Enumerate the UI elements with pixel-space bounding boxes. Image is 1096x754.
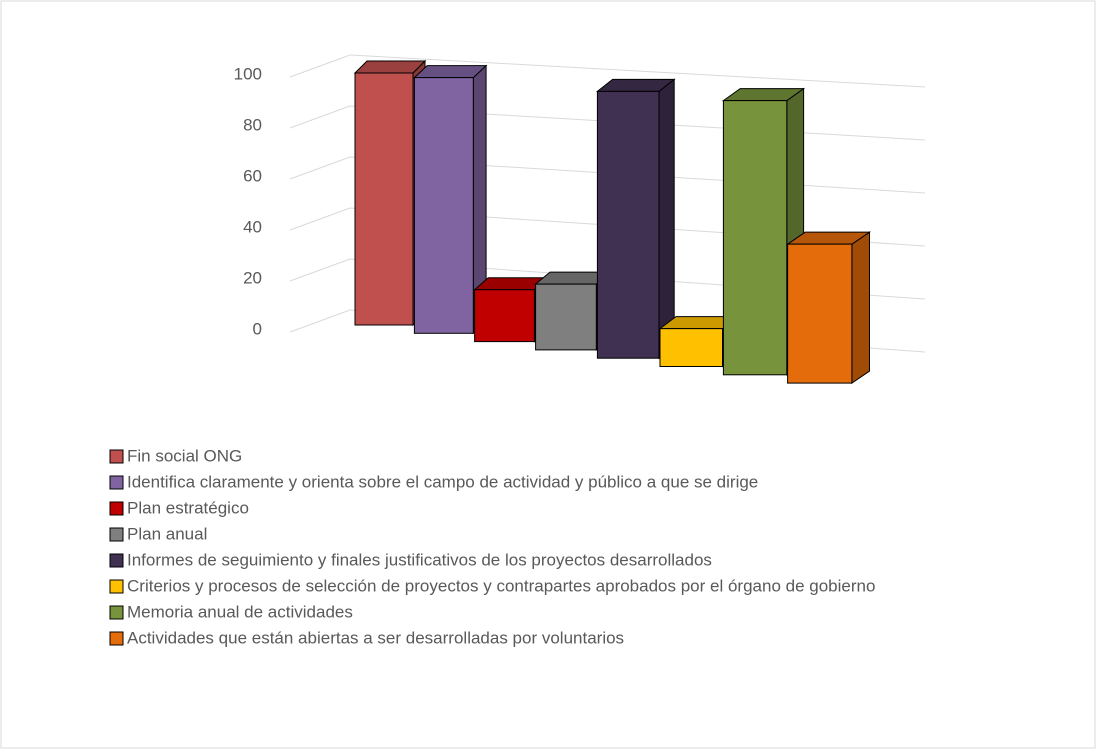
bar-side (658, 78, 675, 360)
legend-label: Plan anual (127, 524, 207, 543)
y-tick-label: 0 (253, 319, 262, 338)
legend-label: Plan estratégico (127, 498, 249, 517)
bar (722, 100, 788, 376)
legend-swatch (109, 501, 124, 516)
bar (535, 283, 597, 351)
legend-label: Criterios y procesos de selección de pro… (127, 576, 875, 595)
legend-swatch (109, 449, 124, 464)
legend-label: Fin social ONG (127, 446, 242, 465)
y-tick-label: 20 (243, 268, 262, 287)
legend-swatch (109, 631, 124, 646)
bar (659, 328, 723, 368)
y-tick-label: 80 (243, 115, 262, 134)
legend-swatch (109, 475, 124, 490)
y-tick-label: 60 (243, 166, 262, 185)
legend-label: Memoria anual de actividades (127, 602, 353, 621)
grid-line (289, 54, 926, 88)
legend-label: Identifica claramente y orienta sobre el… (127, 472, 758, 491)
bar-side (851, 231, 870, 385)
legend-swatch (109, 605, 124, 620)
y-tick-label: 100 (234, 64, 262, 83)
bar-top (353, 60, 427, 74)
y-tick-label: 40 (243, 217, 262, 236)
bar (596, 90, 660, 359)
legend-swatch (109, 527, 124, 542)
bar (413, 77, 474, 334)
bar (787, 243, 853, 384)
legend-label: Actividades que están abiertas a ser des… (127, 628, 624, 647)
legend-label: Informes de seguimiento y finales justif… (127, 550, 712, 569)
bar (474, 289, 535, 343)
legend-swatch (109, 579, 124, 594)
bar (354, 72, 414, 326)
bar-top (413, 65, 488, 79)
legend-swatch (109, 553, 124, 568)
